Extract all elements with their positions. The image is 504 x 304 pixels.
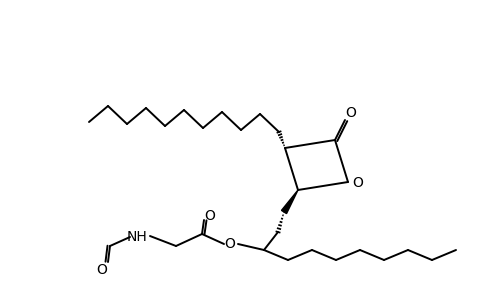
Text: O: O: [205, 209, 215, 223]
Text: NH: NH: [127, 230, 147, 244]
Text: O: O: [353, 176, 363, 190]
Text: O: O: [225, 237, 235, 251]
Text: O: O: [97, 263, 107, 277]
Polygon shape: [281, 190, 298, 214]
Text: O: O: [346, 106, 356, 120]
